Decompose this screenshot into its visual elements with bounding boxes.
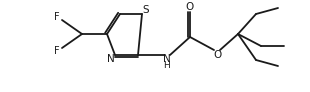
Text: O: O <box>213 50 221 60</box>
Text: S: S <box>143 5 149 15</box>
Text: H: H <box>164 61 170 69</box>
Text: N: N <box>107 54 115 64</box>
Text: O: O <box>186 2 194 12</box>
Text: N: N <box>163 54 171 64</box>
Text: F: F <box>54 12 60 22</box>
Text: F: F <box>54 46 60 56</box>
